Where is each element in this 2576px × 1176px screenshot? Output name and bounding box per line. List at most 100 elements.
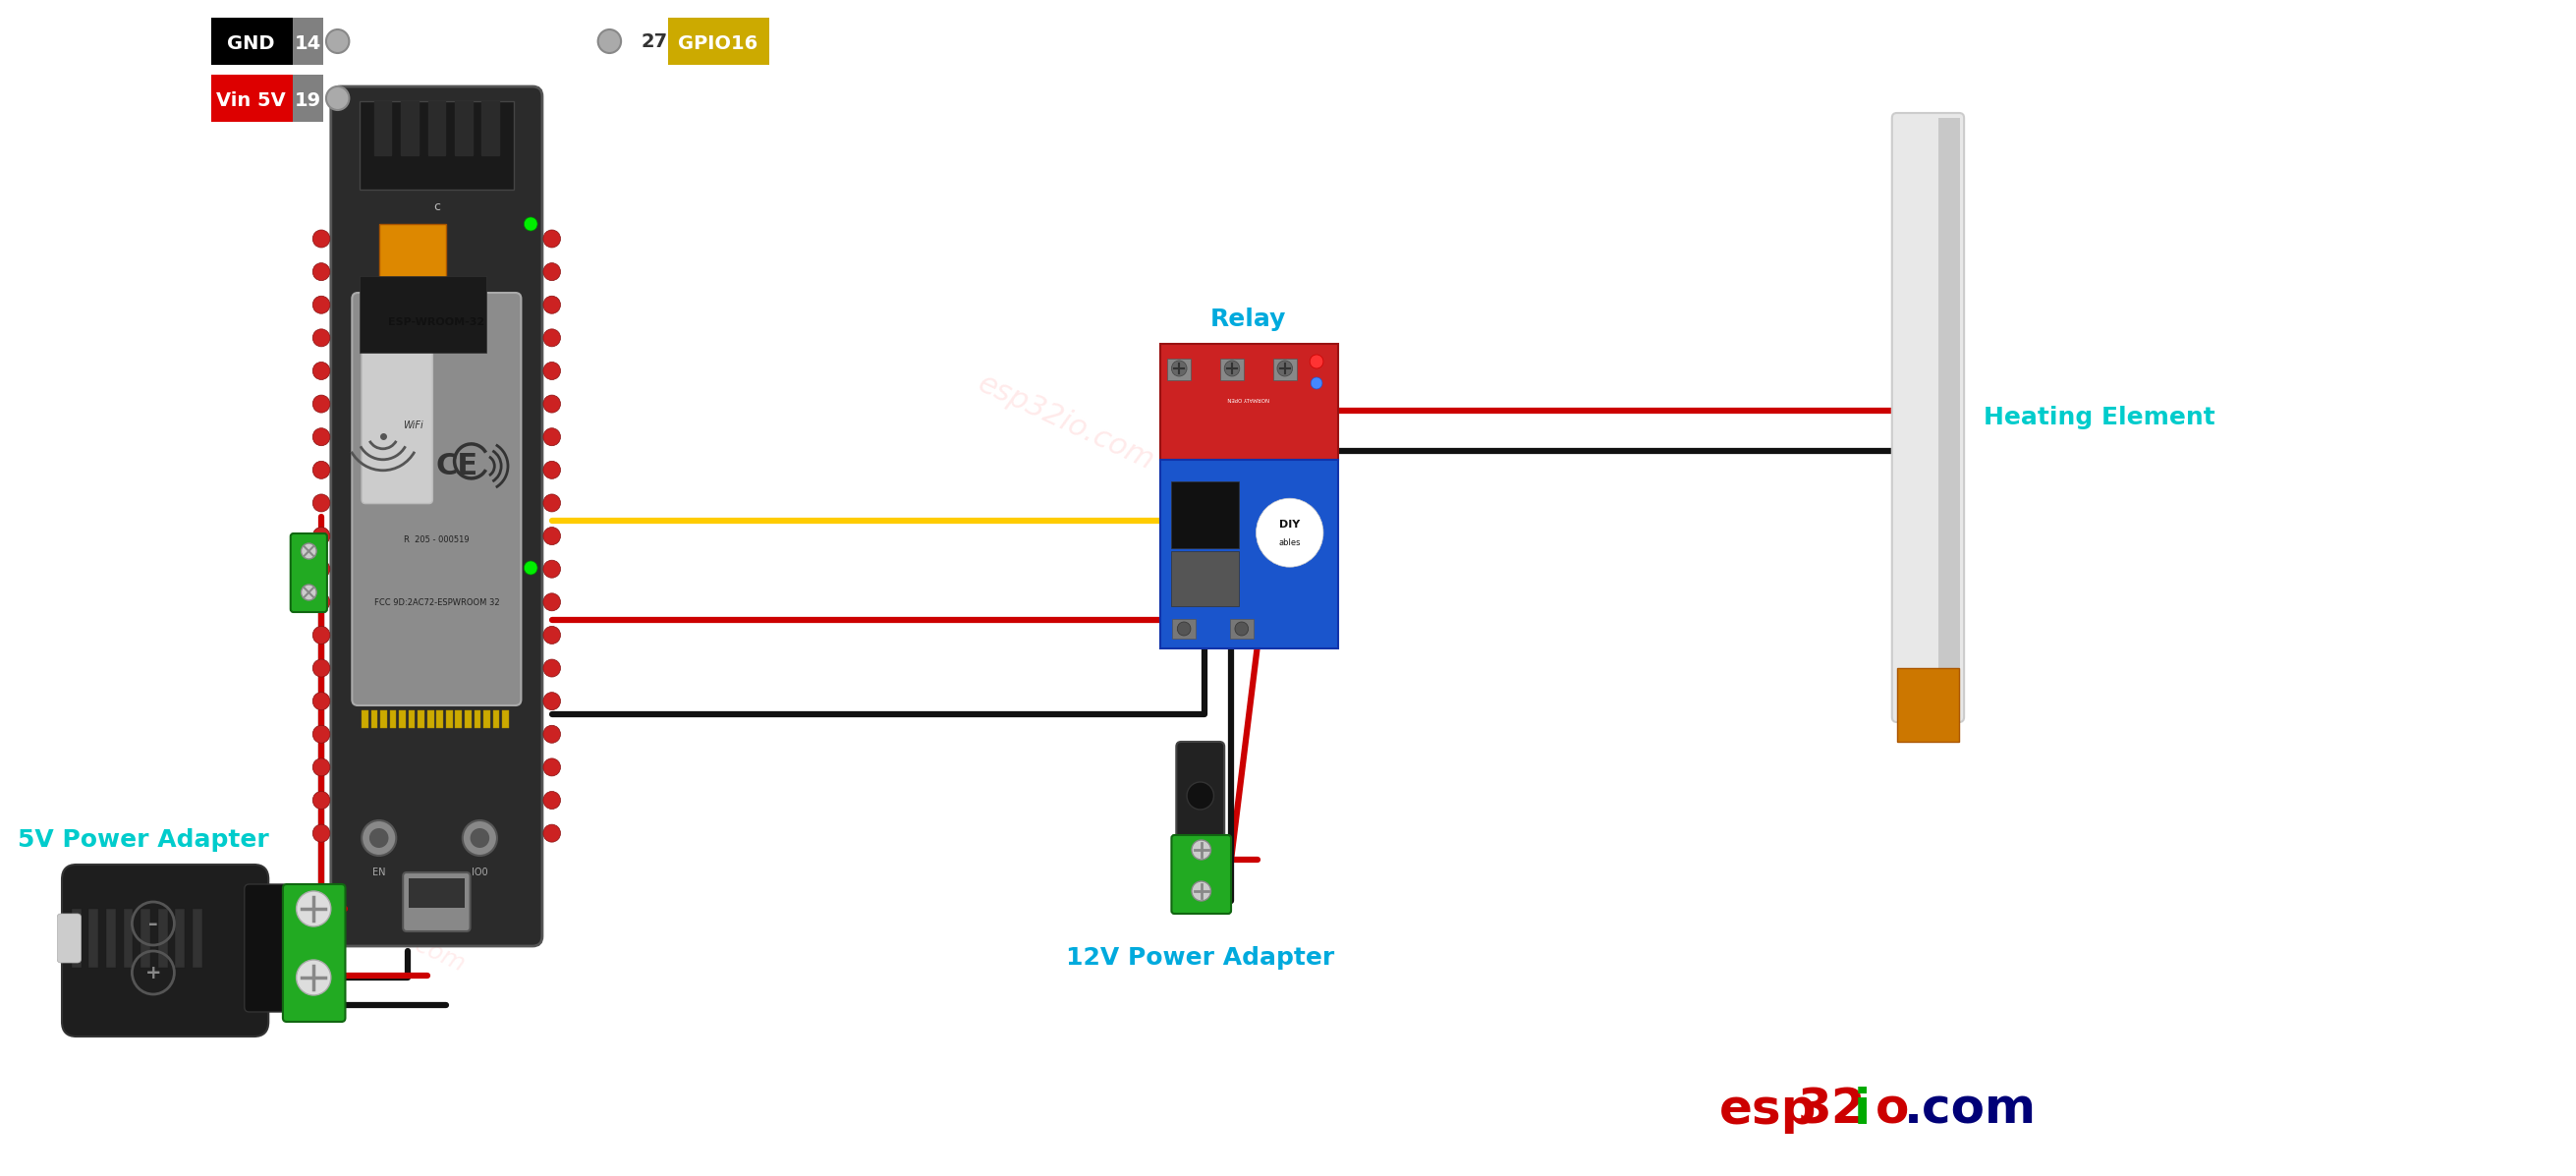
Bar bbox=[1172, 552, 1239, 606]
Circle shape bbox=[1234, 622, 1249, 636]
Circle shape bbox=[361, 821, 397, 856]
FancyBboxPatch shape bbox=[283, 884, 345, 1022]
Circle shape bbox=[312, 824, 330, 842]
Text: 32: 32 bbox=[1798, 1087, 1865, 1134]
Circle shape bbox=[544, 494, 562, 512]
Circle shape bbox=[312, 560, 330, 577]
Bar bbox=[1159, 460, 1337, 648]
Bar bbox=[492, 710, 500, 728]
Bar bbox=[456, 101, 471, 155]
Text: Relay: Relay bbox=[1211, 307, 1285, 332]
Bar bbox=[446, 710, 453, 728]
Text: 12V Power Adapter: 12V Power Adapter bbox=[1066, 947, 1334, 970]
Circle shape bbox=[523, 218, 538, 230]
Text: esp32io.com: esp32io.com bbox=[317, 889, 469, 977]
Bar bbox=[410, 878, 464, 908]
Text: ESP-WROOM-32: ESP-WROOM-32 bbox=[389, 318, 484, 327]
Text: ables: ables bbox=[1278, 539, 1301, 547]
Text: R  205 - 000519: R 205 - 000519 bbox=[404, 536, 469, 544]
Circle shape bbox=[544, 395, 562, 413]
Bar bbox=[402, 101, 417, 155]
Circle shape bbox=[1193, 840, 1211, 860]
Bar bbox=[474, 710, 482, 728]
Bar bbox=[1172, 619, 1195, 639]
Bar bbox=[502, 710, 507, 728]
FancyBboxPatch shape bbox=[57, 914, 80, 963]
Bar bbox=[464, 710, 471, 728]
Text: Vin 5V: Vin 5V bbox=[216, 91, 286, 109]
Circle shape bbox=[544, 593, 562, 610]
Circle shape bbox=[544, 560, 562, 577]
Circle shape bbox=[312, 362, 330, 380]
Text: 5V Power Adapter: 5V Power Adapter bbox=[18, 828, 270, 851]
Circle shape bbox=[544, 362, 562, 380]
Text: Heating Element: Heating Element bbox=[1984, 406, 2215, 429]
Bar bbox=[211, 18, 294, 65]
Circle shape bbox=[1309, 355, 1324, 368]
Circle shape bbox=[312, 527, 330, 544]
Circle shape bbox=[544, 660, 562, 677]
Bar bbox=[88, 909, 98, 968]
Text: GND: GND bbox=[227, 34, 276, 53]
FancyBboxPatch shape bbox=[353, 293, 520, 706]
Circle shape bbox=[327, 87, 350, 111]
Bar bbox=[484, 710, 489, 728]
Bar bbox=[435, 710, 443, 728]
Circle shape bbox=[312, 395, 330, 413]
FancyBboxPatch shape bbox=[1891, 113, 1963, 722]
Text: .com: .com bbox=[1904, 1087, 2035, 1134]
Circle shape bbox=[312, 494, 330, 512]
Text: EN: EN bbox=[374, 868, 386, 877]
Circle shape bbox=[544, 329, 562, 347]
Circle shape bbox=[1193, 881, 1211, 901]
Text: o: o bbox=[1875, 1087, 1909, 1134]
Circle shape bbox=[544, 791, 562, 809]
Bar bbox=[106, 909, 116, 968]
FancyBboxPatch shape bbox=[291, 534, 327, 612]
Circle shape bbox=[1224, 361, 1239, 376]
Text: DIY: DIY bbox=[1280, 520, 1301, 529]
Text: –: – bbox=[149, 914, 157, 933]
Bar bbox=[381, 710, 386, 728]
Circle shape bbox=[544, 627, 562, 644]
Circle shape bbox=[544, 229, 562, 248]
Bar bbox=[379, 223, 446, 288]
Circle shape bbox=[327, 29, 350, 53]
Circle shape bbox=[464, 821, 497, 856]
Circle shape bbox=[523, 561, 538, 575]
Circle shape bbox=[1172, 361, 1188, 376]
FancyBboxPatch shape bbox=[402, 873, 471, 931]
Circle shape bbox=[301, 543, 317, 559]
Bar bbox=[1273, 359, 1296, 380]
Bar bbox=[193, 909, 201, 968]
Circle shape bbox=[296, 891, 330, 927]
FancyBboxPatch shape bbox=[361, 347, 433, 503]
Text: FCC 9D:2AC72-ESPWROOM 32: FCC 9D:2AC72-ESPWROOM 32 bbox=[374, 597, 500, 607]
Circle shape bbox=[1257, 499, 1324, 567]
Bar bbox=[142, 909, 149, 968]
Circle shape bbox=[1177, 622, 1190, 636]
Circle shape bbox=[471, 828, 489, 848]
Circle shape bbox=[544, 428, 562, 446]
FancyBboxPatch shape bbox=[1172, 835, 1231, 914]
Circle shape bbox=[1311, 377, 1321, 389]
Bar bbox=[456, 710, 461, 728]
Bar bbox=[361, 275, 487, 353]
Bar bbox=[1167, 359, 1190, 380]
Circle shape bbox=[312, 759, 330, 776]
Bar bbox=[157, 909, 167, 968]
Bar bbox=[1221, 359, 1244, 380]
Text: c: c bbox=[433, 200, 440, 213]
Text: i: i bbox=[1855, 1087, 1870, 1134]
Text: GPIO16: GPIO16 bbox=[677, 34, 757, 53]
Circle shape bbox=[312, 229, 330, 248]
Bar bbox=[294, 74, 322, 122]
Circle shape bbox=[312, 791, 330, 809]
Circle shape bbox=[301, 584, 317, 600]
Circle shape bbox=[312, 660, 330, 677]
Text: 27: 27 bbox=[641, 32, 667, 51]
Bar bbox=[1172, 481, 1239, 548]
Circle shape bbox=[312, 726, 330, 743]
Circle shape bbox=[598, 29, 621, 53]
Text: esp: esp bbox=[1718, 1087, 1816, 1134]
